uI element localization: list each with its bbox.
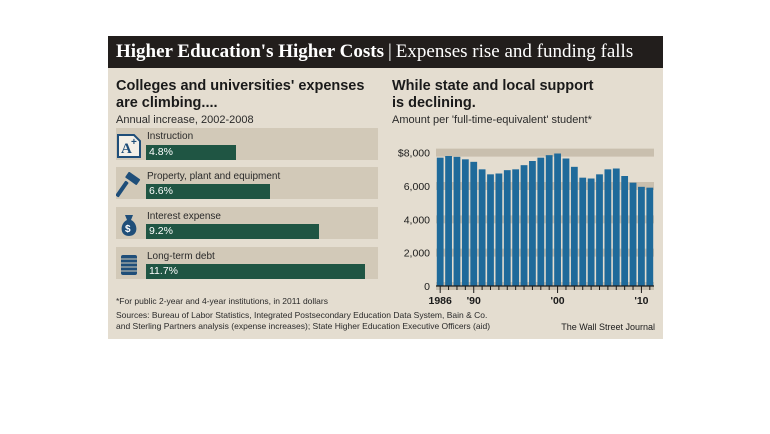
- sources: Sources: Bureau of Labor Statistics, Int…: [116, 310, 490, 332]
- svg-text:+: +: [131, 137, 137, 148]
- left-panel-subheading: Annual increase, 2002-2008: [116, 114, 254, 126]
- bar-1997: [529, 161, 536, 286]
- x-tick-label: '10: [634, 295, 648, 306]
- left-heading-line1: Colleges and universities' expenses: [116, 78, 365, 94]
- bar-long-term-debt: 11.7%: [146, 264, 366, 279]
- sources-line1: Sources: Bureau of Labor Statistics, Int…: [116, 310, 488, 320]
- bar-interest: 9.2%: [146, 224, 319, 239]
- bar-1998: [537, 157, 545, 286]
- title-bar: Higher Education's Higher Costs | Expenses…: [108, 36, 663, 68]
- bar-1988: [453, 156, 461, 286]
- row-label: Property, plant and equipment: [147, 171, 281, 182]
- footnote: *For public 2-year and 4-year institutio…: [116, 296, 328, 306]
- y-tick-label: 2,000: [404, 248, 430, 260]
- bar-2009: [629, 182, 637, 286]
- bar-2010: [638, 186, 645, 286]
- credit: The Wall Street Journal: [561, 322, 655, 332]
- bar-2005: [596, 174, 603, 286]
- bar-2001: [562, 158, 570, 286]
- row-label: Interest expense: [147, 211, 221, 222]
- x-tick-label: '90: [467, 295, 481, 306]
- right-panel-heading: While state and local support is declini…: [392, 78, 593, 112]
- svg-text:$: $: [125, 224, 131, 235]
- title-separator: |: [387, 41, 392, 62]
- state-support-chart: 0 2,000 4,000 6,000 $8,000 1986 '90 '00 '10: [398, 148, 654, 306]
- row-label: Long-term debt: [147, 251, 215, 262]
- infographic: Higher Education's Higher Costs | Expenses…: [108, 36, 663, 339]
- sources-line2: and Sterling Partners analysis (expense …: [116, 321, 491, 331]
- bar-1996: [520, 165, 528, 286]
- bar-2011: [646, 187, 654, 286]
- grade-a-plus-icon: A +: [117, 134, 141, 158]
- bar-2007: [612, 168, 620, 286]
- svg-text:A: A: [121, 141, 132, 157]
- x-tick-label: 1986: [429, 295, 453, 306]
- right-heading-line2: is declining.: [392, 95, 476, 111]
- bar-2006: [604, 169, 612, 286]
- bar-1995: [512, 169, 520, 286]
- bar-instruction: 4.8%: [146, 145, 236, 160]
- bar-1991: [478, 169, 486, 286]
- right-heading-line1: While state and local support: [392, 78, 594, 94]
- bar-2000: [554, 153, 561, 286]
- row-label: Instruction: [147, 131, 194, 142]
- hammer-icon: [116, 172, 141, 198]
- left-heading-line2: are climbing....: [116, 95, 218, 111]
- bar-2003: [579, 177, 587, 286]
- title-main: Higher Education's Higher Costs: [116, 41, 384, 62]
- bar-1990: [470, 161, 478, 286]
- y-tick-label: 6,000: [404, 181, 430, 193]
- bar-1999: [545, 155, 553, 286]
- left-panel-heading: Colleges and universities' expenses are …: [116, 78, 364, 112]
- bar-2004: [587, 178, 595, 286]
- y-tick-label: $8,000: [398, 148, 430, 160]
- coil-spring-icon: [121, 255, 137, 275]
- y-tick-label: 4,000: [404, 214, 430, 226]
- bar-property: 6.6%: [146, 184, 270, 199]
- title-sub: Expenses rise and funding falls: [395, 41, 634, 62]
- bar-2008: [621, 176, 629, 286]
- bar-1987: [445, 156, 452, 286]
- bar-1992: [487, 174, 494, 286]
- right-panel-subheading: Amount per 'full-time-equivalent' studen…: [392, 114, 592, 126]
- bar-1994: [503, 170, 511, 286]
- bar-1993: [495, 173, 503, 286]
- x-tick-label: '00: [550, 295, 564, 306]
- money-bag-icon: $: [121, 215, 137, 236]
- bar-2002: [570, 166, 578, 286]
- y-tick-label: 0: [424, 281, 430, 293]
- bar-1989: [461, 159, 469, 286]
- bar-1986: [436, 157, 444, 286]
